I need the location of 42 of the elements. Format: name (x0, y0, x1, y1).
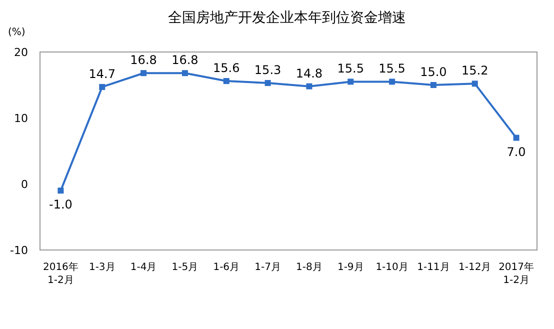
data-label: 7.0 (506, 144, 526, 159)
point (223, 78, 230, 84)
point (513, 134, 520, 141)
x-tick-label: 2016年 1-2月 (42, 261, 78, 286)
x-tick-label: 1-5月 (172, 262, 198, 273)
data-label: 14.7 (88, 66, 116, 81)
chart-title: 全国房地产开发企业本年到位资金增速 (168, 10, 406, 26)
x-tick-label: 1-11月 (417, 262, 450, 273)
point (140, 70, 147, 76)
data-label: -1.0 (48, 198, 72, 212)
x-tick-label: 1-7月 (254, 262, 281, 273)
point (58, 188, 64, 194)
x-tick-label: 1-9月 (337, 262, 364, 273)
point (348, 78, 354, 85)
point (472, 80, 478, 87)
point (306, 83, 312, 90)
x-tick-label: 1-4月 (130, 262, 157, 273)
y-tick-label: 10 (14, 112, 28, 125)
y-tick-label: 0 (21, 178, 28, 191)
y-tick-label: 20 (14, 46, 28, 59)
x-tick-label: 1-12月 (458, 262, 492, 273)
point (99, 84, 106, 90)
data-label: 15.2 (462, 64, 488, 78)
data-label: 15.0 (420, 65, 447, 79)
x-tick-label: 1-10月 (376, 262, 408, 273)
data-label: 14.8 (296, 66, 323, 80)
x-tick-label: 2017年 1-2月 (498, 261, 534, 286)
point (264, 80, 271, 86)
point (389, 78, 396, 85)
point (430, 82, 436, 88)
x-tick-label: 1-8月 (296, 262, 322, 273)
point (182, 70, 188, 76)
data-label: 16.8 (130, 53, 157, 68)
data-label: 15.3 (254, 63, 282, 78)
data-label: 16.8 (172, 53, 198, 68)
x-tick-label: 1-6月 (213, 262, 240, 273)
data-label: 15.5 (337, 62, 364, 76)
data-label: 15.5 (378, 62, 406, 76)
y-tick-label: -10 (10, 244, 28, 257)
x-tick-label: 1-3月 (88, 262, 116, 273)
data-label: 15.6 (213, 61, 240, 76)
y-axis-title: (%) (8, 27, 26, 38)
